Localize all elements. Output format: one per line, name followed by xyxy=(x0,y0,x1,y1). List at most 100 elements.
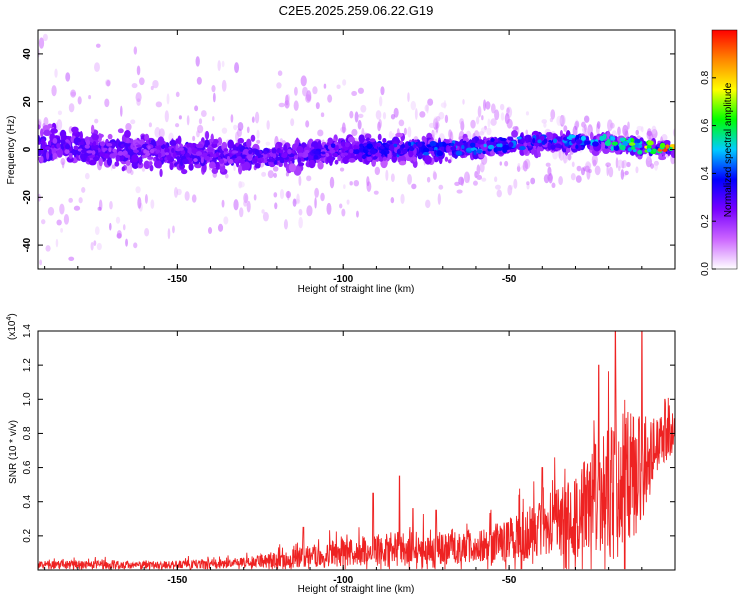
spectrogram-cell xyxy=(73,205,81,211)
spectrogram-cell xyxy=(364,133,372,140)
spectrogram-cell xyxy=(305,120,310,128)
spectrogram-cell xyxy=(478,131,485,136)
spectrogram-cell xyxy=(131,154,139,163)
spectrogram-cell xyxy=(358,113,364,119)
spectrogram-cell xyxy=(109,201,113,210)
spectrogram-cell xyxy=(341,122,346,134)
spectrogram-cell xyxy=(399,155,406,161)
spectrogram-cell xyxy=(499,137,507,142)
x-tick-label: -100 xyxy=(333,274,353,285)
spectrogram-cell xyxy=(584,124,587,133)
spectrogram-cell xyxy=(326,156,334,164)
spectrogram-cell xyxy=(606,164,609,177)
chart-title: C2E5.2025.259.06.22.G19 xyxy=(279,3,434,18)
spectrogram-cell xyxy=(109,222,112,231)
spectrogram-cell xyxy=(620,169,625,180)
spectrogram-cell xyxy=(133,46,138,55)
spectrogram-cell xyxy=(306,205,313,217)
spectrogram-cell xyxy=(71,126,79,133)
snr-frame xyxy=(37,330,676,571)
spectrogram-cell xyxy=(340,141,346,147)
colorbar-tick-label: 0.2 xyxy=(700,214,711,228)
spectrogram-cell xyxy=(200,110,207,118)
spectrogram-cell xyxy=(408,146,415,151)
spectrogram-cell xyxy=(169,139,177,146)
spectrogram-cell xyxy=(385,169,389,181)
colorbar-gradient xyxy=(711,29,738,270)
spectrogram-cell xyxy=(80,153,85,160)
spectrogram-cell xyxy=(499,161,503,166)
spectrogram-cell xyxy=(253,194,257,201)
spectrogram-cell xyxy=(227,139,235,150)
spectrogram-cell xyxy=(112,148,117,153)
spectrogram-cell xyxy=(266,158,273,163)
spectrogram-cell xyxy=(511,129,518,138)
spectrogram-cell xyxy=(665,144,670,149)
spectrogram-cell xyxy=(356,210,359,218)
spectrogram-cell xyxy=(532,137,536,144)
spectrogram-cell xyxy=(395,132,404,138)
spectrogram-cell xyxy=(231,150,239,154)
spectrogram-cell xyxy=(339,203,343,209)
spectrogram-cell xyxy=(287,148,292,155)
spectrogram-cell xyxy=(575,175,582,183)
spectrogram-cell xyxy=(144,228,150,237)
spectrogram-cell xyxy=(507,184,513,196)
snr-scale-prefix: (x10 xyxy=(7,320,18,340)
spectrogram-cell xyxy=(131,83,138,89)
spectrogram-cell xyxy=(41,219,46,225)
spectrogram-cell xyxy=(571,161,575,168)
spectrogram-cell xyxy=(43,129,52,137)
spectrogram-cell xyxy=(375,143,381,147)
spectrogram-cell xyxy=(158,128,165,138)
spectrogram-cell xyxy=(606,138,611,144)
spectrogram-cell xyxy=(378,118,382,129)
spectrogram-cell xyxy=(296,146,304,154)
spectrogram-cell xyxy=(412,143,417,149)
spectrogram-cell xyxy=(261,209,265,214)
spectrogram-cell xyxy=(137,161,144,169)
spectrogram-cell xyxy=(217,60,221,72)
spectrogram-cell xyxy=(411,183,417,190)
spectrogram-cell xyxy=(51,144,55,149)
spectrogram-cell xyxy=(504,160,509,167)
spectrogram-cell xyxy=(41,141,46,151)
spectrogram-cell xyxy=(466,147,473,152)
snr-y-tick-label: 1.4 xyxy=(22,324,33,338)
spectrogram-cell xyxy=(246,138,252,148)
spectrogram-cell xyxy=(601,141,606,150)
spectrogram-cell xyxy=(172,151,177,158)
spectrogram-cell xyxy=(93,240,97,247)
snr-scale-exponent: 4 xyxy=(6,317,13,321)
spectrogram-cell xyxy=(407,174,412,185)
spectrogram-cell xyxy=(317,140,322,147)
spectrogram-cell xyxy=(434,146,438,152)
snr-y-tick-label: 0.8 xyxy=(22,426,33,440)
spectrogram-cell xyxy=(499,143,503,148)
spectrogram-cell xyxy=(513,178,518,189)
spectrogram-cell xyxy=(191,194,197,203)
spectrogram-cell xyxy=(626,161,631,168)
spectrogram-cell xyxy=(125,122,132,131)
spectrogram-cell xyxy=(399,140,403,145)
spectrogram-cell xyxy=(157,152,162,158)
spectrogram-cell xyxy=(212,116,215,122)
spectrogram-cell xyxy=(263,150,268,155)
spectrogram-cell xyxy=(42,33,48,42)
spectrogram-cell xyxy=(52,137,58,144)
spectrogram-cell xyxy=(619,137,626,142)
spectrogram-cell xyxy=(536,145,541,155)
spectrogram-cell xyxy=(634,139,641,144)
spectrogram-cell xyxy=(339,167,345,172)
spectrogram-cell xyxy=(565,154,569,160)
spectrogram-cell xyxy=(150,199,155,209)
spectrogram-cell xyxy=(96,242,102,251)
spectrogram-cell xyxy=(278,162,283,168)
spectrogram-cell xyxy=(149,164,154,172)
spectrogram-cell xyxy=(408,149,414,158)
spectrogram-cell xyxy=(390,173,395,183)
spectrogram-cell xyxy=(348,136,355,143)
spectrogram-cell xyxy=(157,136,165,146)
spectrogram-cell xyxy=(315,102,320,110)
spectrogram-xlabel: Height of straight line (km) xyxy=(298,284,415,295)
